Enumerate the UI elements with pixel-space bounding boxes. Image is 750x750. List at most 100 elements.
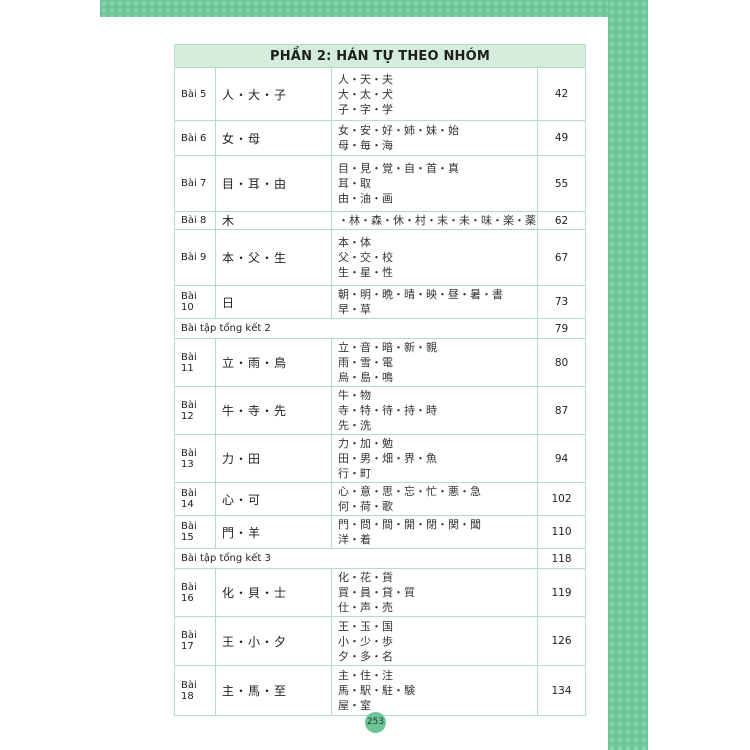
main-radicals: 力・田: [215, 434, 332, 483]
kanji-line: ・林・森・休・村・末・未・味・楽・薬: [338, 214, 536, 227]
kanji-list: ・林・森・休・村・末・未・味・楽・薬: [331, 211, 538, 230]
decorative-top-band: [100, 0, 648, 17]
main-radicals: 女・母: [215, 120, 332, 156]
lesson-row: Bài 14 心・可 心・意・思・忘・忙・悪・急 何・荷・歌 102: [174, 482, 586, 516]
kanji-line: 屋・室: [338, 699, 371, 712]
page-ref: 118: [537, 548, 586, 569]
lesson-number: Bài 10: [174, 285, 216, 319]
lesson-row: Bài 18 主・馬・至 主・住・注 馬・駅・駐・験 屋・室 134: [174, 665, 586, 716]
lesson-number: Bài 9: [174, 229, 216, 286]
lesson-row: Bài 6 女・母 女・安・好・姉・妹・始 母・毎・海 49: [174, 120, 586, 156]
lesson-row: Bài 9 本・父・生 本・体 父・交・校 生・星・性 67: [174, 229, 586, 286]
summary-row: Bài tập tổng kết 2 79: [174, 318, 586, 339]
kanji-line: 朝・明・晩・晴・映・昼・暑・書: [338, 288, 503, 301]
kanji-list: 心・意・思・忘・忙・悪・急 何・荷・歌: [331, 482, 538, 516]
main-radicals: 本・父・生: [215, 229, 332, 286]
main-radicals: 心・可: [215, 482, 332, 516]
lesson-number: Bài 14: [174, 482, 216, 516]
lesson-row: Bài 17 王・小・夕 王・玉・国 小・少・歩 夕・多・名 126: [174, 616, 586, 666]
kanji-list: 本・体 父・交・校 生・星・性: [331, 229, 538, 286]
kanji-line: 女・安・好・姉・妹・始: [338, 124, 459, 137]
main-radicals: 目・耳・由: [215, 155, 332, 212]
kanji-list: 目・見・覚・自・首・真 耳・取 由・油・画: [331, 155, 538, 212]
lesson-number: Bài 7: [174, 155, 216, 212]
main-radicals: 化・貝・士: [215, 568, 332, 617]
kanji-line: 洋・着: [338, 533, 371, 546]
kanji-line: 早・草: [338, 303, 371, 316]
kanji-line: 牛・物: [338, 389, 371, 402]
kanji-line: 化・花・貨: [338, 571, 393, 584]
kanji-list: 門・問・間・開・閉・関・聞 洋・着: [331, 515, 538, 549]
page-ref: 110: [537, 515, 586, 549]
kanji-list: 女・安・好・姉・妹・始 母・毎・海: [331, 120, 538, 156]
kanji-line: 門・問・間・開・閉・関・聞: [338, 518, 481, 531]
main-radicals: 木: [215, 211, 332, 230]
kanji-line: 大・太・犬: [338, 87, 393, 101]
kanji-line: 父・交・校: [338, 251, 393, 264]
lesson-row: Bài 13 力・田 力・加・勉 田・男・畑・界・魚 行・町 94: [174, 434, 586, 483]
page-corner-notch: [595, 17, 608, 30]
kanji-list: 朝・明・晩・晴・映・昼・暑・書 早・草: [331, 285, 538, 319]
kanji-line: 本・体: [338, 236, 371, 249]
kanji-list: 王・玉・国 小・少・歩 夕・多・名: [331, 616, 538, 666]
kanji-list: 化・花・貨買・員・貸・質 仕・声・売: [331, 568, 538, 617]
kanji-line: 雨・雪・電: [338, 356, 393, 369]
kanji-list: 人・天・夫 大・太・犬 子・字・学: [331, 67, 538, 121]
kanji-line: 由・油・画: [338, 192, 393, 205]
lesson-row: Bài 8 木・林・森・休・村・末・未・味・楽・薬 62: [174, 211, 586, 230]
kanji-list: 力・加・勉 田・男・畑・界・魚 行・町: [331, 434, 538, 483]
page-ref: 55: [537, 155, 586, 212]
kanji-line: 仕・声・売: [338, 601, 393, 614]
summary-label: Bài tập tổng kết 2: [174, 318, 538, 339]
lesson-number: Bài 8: [174, 211, 216, 230]
lesson-number: Bài 17: [174, 616, 216, 666]
kanji-line: 先・洗: [338, 419, 371, 432]
page-ref: 67: [537, 229, 586, 286]
section-title: PHẦN 2: HÁN TỰ THEO NHÓM: [174, 44, 586, 68]
kanji-line: 何・荷・歌: [338, 500, 393, 513]
page-ref: 73: [537, 285, 586, 319]
lesson-row: Bài 12 牛・寺・先 牛・物 寺・特・待・持・時 先・洗 87: [174, 386, 586, 435]
kanji-line: 田・男・畑・界・魚: [338, 452, 437, 465]
lesson-number: Bài 6: [174, 120, 216, 156]
page-ref: 62: [537, 211, 586, 230]
main-radicals: 日: [215, 285, 332, 319]
summary-row: Bài tập tổng kết 3 118: [174, 548, 586, 569]
kanji-line: 力・加・勉: [338, 437, 393, 450]
kanji-line: 王・玉・国: [338, 619, 393, 633]
kanji-list: 立・音・暗・新・親 雨・雪・電 烏・島・鳴: [331, 338, 538, 387]
lesson-row: Bài 11 立・雨・鳥 立・音・暗・新・親 雨・雪・電 烏・島・鳴 80: [174, 338, 586, 387]
kanji-line: 寺・特・待・持・時: [338, 404, 437, 417]
kanji-line: 買・員・貸・質: [338, 586, 415, 599]
kanji-line: 小・少・歩: [338, 634, 393, 648]
kanji-list: 主・住・注馬・駅・駐・験 屋・室: [331, 665, 538, 716]
main-radicals: 人・大・子: [215, 67, 332, 121]
lesson-number: Bài 16: [174, 568, 216, 617]
main-radicals: 立・雨・鳥: [215, 338, 332, 387]
kanji-line: 心・意・思・忘・忙・悪・急: [338, 485, 481, 498]
page-ref: 49: [537, 120, 586, 156]
page-ref: 87: [537, 386, 586, 435]
lesson-number: Bài 13: [174, 434, 216, 483]
kanji-line: 母・毎・海: [338, 139, 393, 152]
lesson-row: Bài 16 化・貝・士 化・花・貨 買・員・貸・質 仕・声・売 119: [174, 568, 586, 617]
kanji-line: 人・天・夫: [338, 72, 393, 86]
page-number: 253: [365, 712, 386, 733]
lesson-number: Bài 15: [174, 515, 216, 549]
lesson-row: Bài 15 門・羊 門・問・間・開・閉・関・聞 洋・着 110: [174, 515, 586, 549]
main-radicals: 牛・寺・先: [215, 386, 332, 435]
kanji-list: 牛・物寺・特・待・持・時 先・洗: [331, 386, 538, 435]
kanji-line: 主・住・注: [338, 669, 393, 682]
page-ref: 119: [537, 568, 586, 617]
lesson-row: Bài 5 人・大・子 人・天・夫 大・太・犬 子・字・学 42: [174, 67, 586, 121]
main-radicals: 門・羊: [215, 515, 332, 549]
contents-table: PHẦN 2: HÁN TỰ THEO NHÓM Bài 5 人・大・子 人・天・夫…: [174, 44, 586, 716]
page-ref: 134: [537, 665, 586, 716]
main-radicals: 王・小・夕: [215, 616, 332, 666]
lesson-row: Bài 10 日朝・明・晩・晴・映・昼・暑・書 早・草 73: [174, 285, 586, 319]
main-radicals: 主・馬・至: [215, 665, 332, 716]
page-ref: 94: [537, 434, 586, 483]
page-ref: 102: [537, 482, 586, 516]
kanji-line: 馬・駅・駐・験: [338, 684, 415, 697]
kanji-line: 耳・取: [338, 177, 371, 190]
